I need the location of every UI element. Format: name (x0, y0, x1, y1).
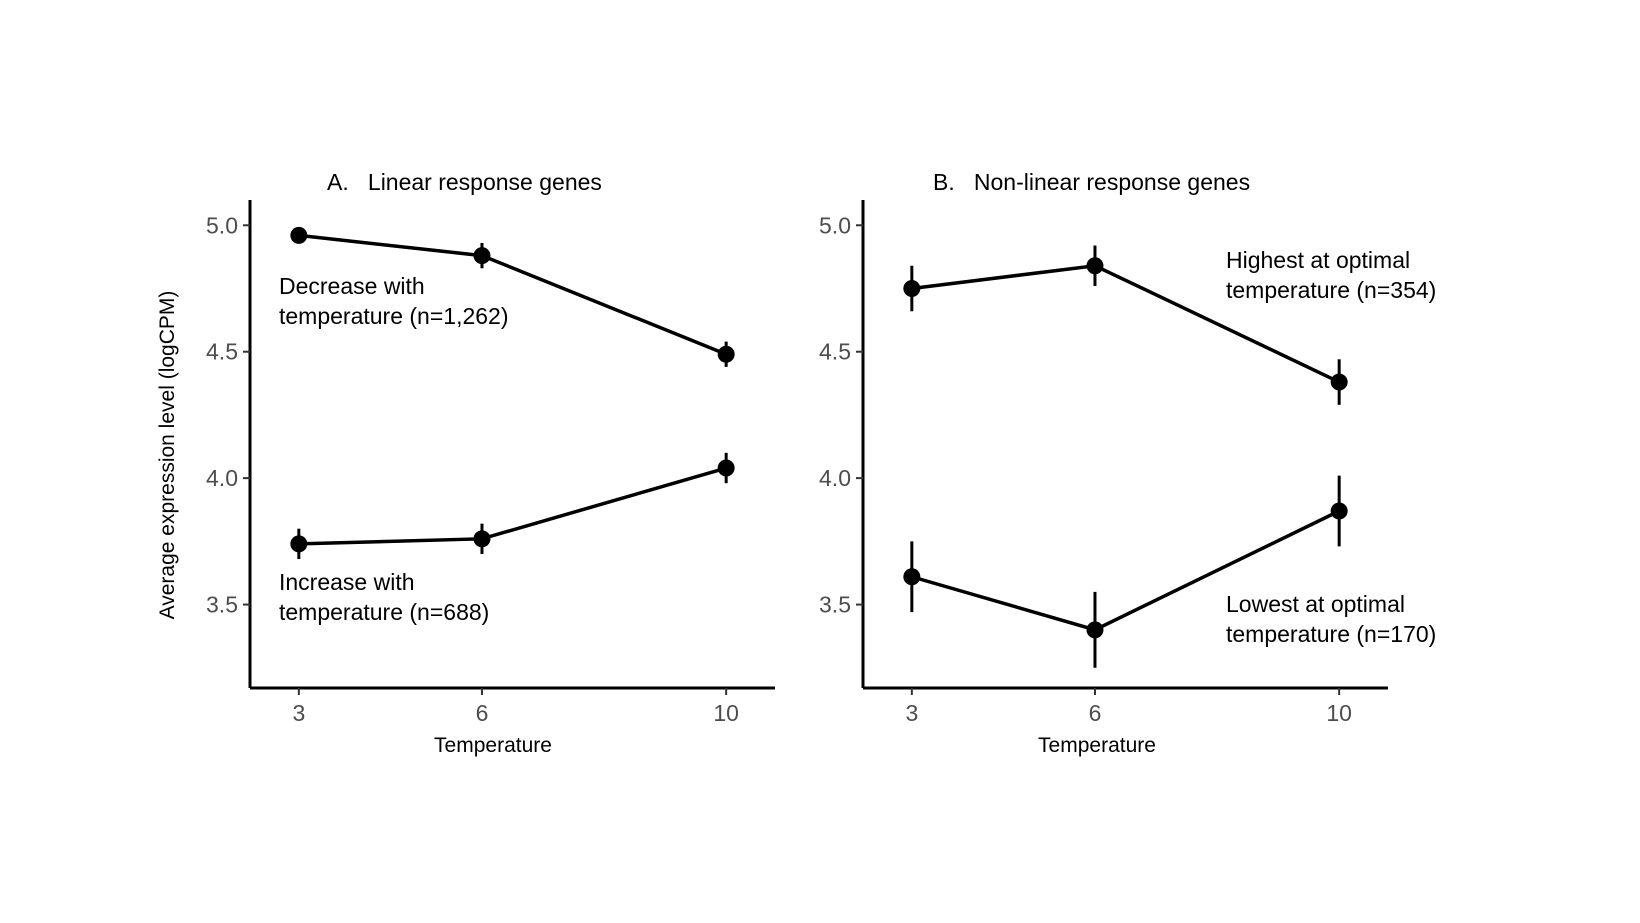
panel-b-series-2-point (903, 568, 921, 586)
panel-b-x-tick-label: 10 (1326, 700, 1352, 726)
panel-b-axes: 3.5 4.0 4.5 5.0 3 6 10 (819, 200, 1388, 726)
panel-a-annotation-increase: Increase with temperature (n=688) (279, 569, 489, 625)
panel-a-series-1-point (473, 247, 491, 265)
panel-a-annotation-increase-line2: temperature (n=688) (279, 599, 489, 625)
panel-b-series-1-point (1330, 373, 1348, 391)
panel-b-title: B. Non-linear response genes (933, 169, 1250, 195)
panel-a-series-2-point (717, 459, 735, 477)
panel-a-series-2-line (298, 466, 727, 546)
panel-a-title: A. Linear response genes (327, 169, 602, 195)
panel-b-y-tick-label: 4.0 (819, 465, 851, 491)
panel-a-marks (290, 226, 735, 560)
panel-a-series-2-point (290, 535, 308, 553)
panel-a-series-1-point (290, 226, 308, 244)
panel-b-annotation-lowest: Lowest at optimal temperature (n=170) (1226, 591, 1436, 647)
panel-b-annotation-highest: Highest at optimal temperature (n=354) (1226, 247, 1436, 303)
panel-b-y-tick-label: 4.5 (819, 339, 851, 365)
panel-a-y-tick-label: 4.5 (206, 339, 238, 365)
panel-b-annotation-highest-line2: temperature (n=354) (1226, 277, 1436, 303)
panel-a-x-tick-label: 10 (713, 700, 739, 726)
panel-b-annotation-lowest-line2: temperature (n=170) (1226, 621, 1436, 647)
panel-b-series-1-point (1086, 257, 1104, 275)
panel-b-marks (903, 245, 1348, 668)
panel-a-series-1-point (717, 345, 735, 363)
panel-b-series-2-point (1086, 621, 1104, 639)
panel-a-x-tick-label: 6 (476, 700, 489, 726)
panel-a-y-tick-label: 3.5 (206, 592, 238, 618)
panel-b-x-axis-label: Temperature (1038, 734, 1156, 757)
panel-a-annotation-increase-line1: Increase with (279, 569, 415, 595)
panel-a-y-tick-label: 5.0 (206, 212, 238, 238)
panel-b-y-tick-label: 5.0 (819, 212, 851, 238)
panel-a: A. Linear response genes 3.5 4.0 4.5 5.0 3 6 1… (206, 169, 775, 757)
panel-b-series-1-point (903, 279, 921, 297)
panel-b-x-tick-label: 6 (1089, 700, 1102, 726)
panel-a-series-2-point (473, 530, 491, 548)
panel-a-annotation-decrease-line2: temperature (n=1,262) (279, 303, 509, 329)
panel-a-y-tick-label: 4.0 (206, 465, 238, 491)
panel-a-annotation-decrease: Decrease with temperature (n=1,262) (279, 273, 509, 329)
panel-a-x-axis-label: Temperature (434, 734, 552, 757)
panel-b-y-tick-label: 3.5 (819, 592, 851, 618)
panel-b: B. Non-linear response genes 3.5 4.0 4.5 5.… (819, 169, 1436, 757)
panel-a-annotation-decrease-line1: Decrease with (279, 273, 425, 299)
panel-b-x-tick-label: 3 (905, 700, 918, 726)
panel-b-annotation-highest-line1: Highest at optimal (1226, 247, 1410, 273)
panel-a-axes: 3.5 4.0 4.5 5.0 3 6 10 (206, 200, 775, 726)
panel-a-x-tick-label: 3 (292, 700, 305, 726)
y-axis-label: Average expression level (logCPM) (156, 291, 179, 620)
panel-b-series-2-point (1330, 502, 1348, 520)
panel-b-annotation-lowest-line1: Lowest at optimal (1226, 591, 1405, 617)
